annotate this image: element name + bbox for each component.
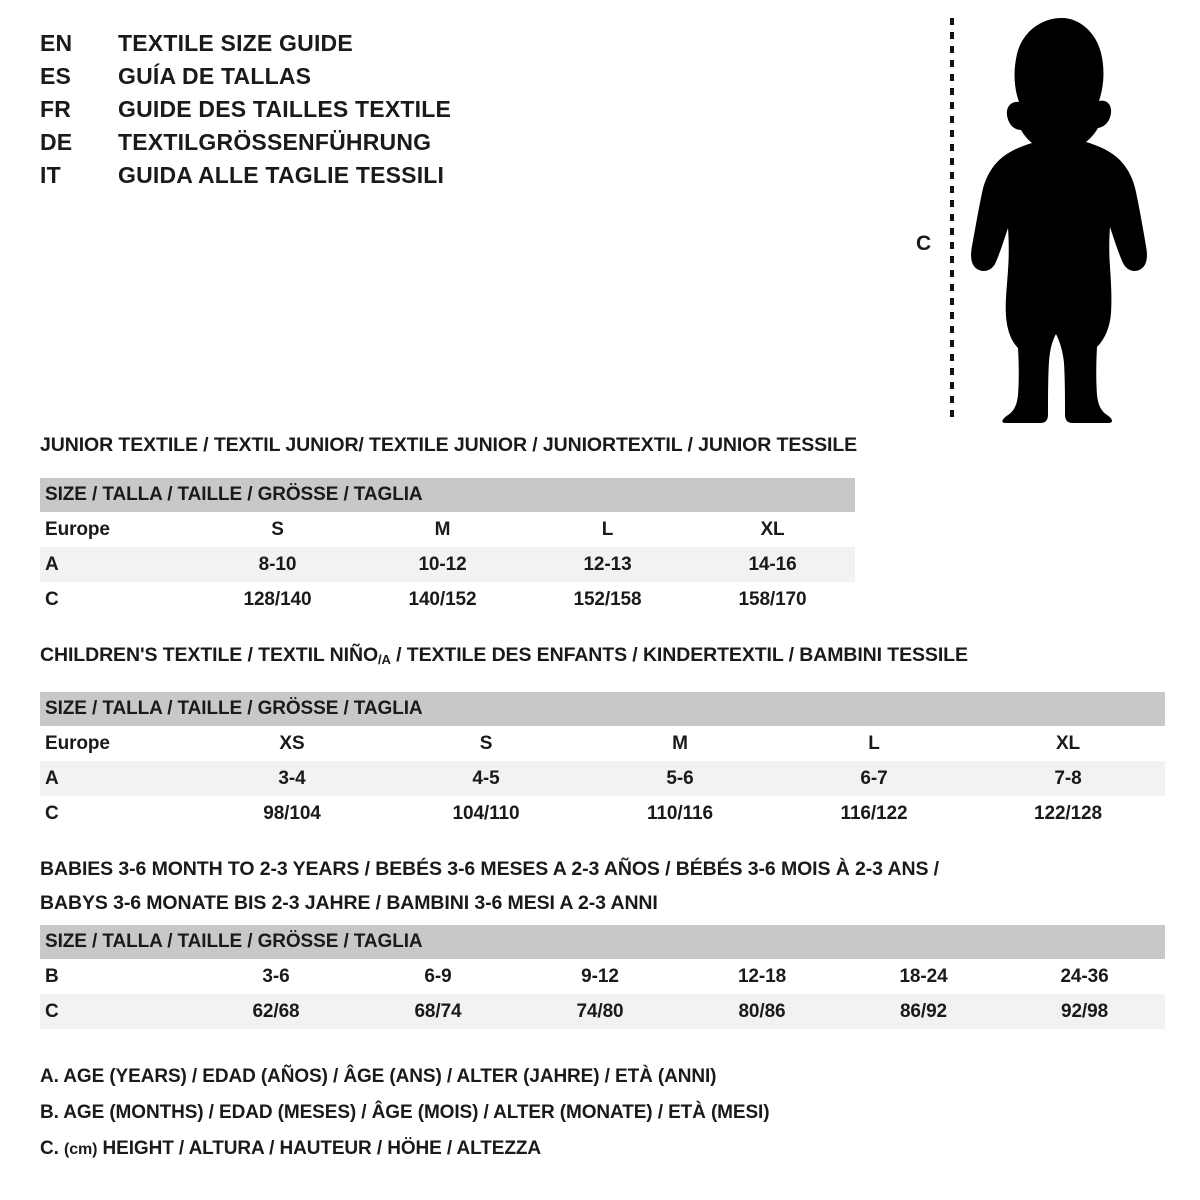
table-cell: 158/170 (690, 582, 856, 617)
table-cell: 18-24 (843, 959, 1004, 994)
babies-heading-line1: BABIES 3-6 MONTH TO 2-3 YEARS / BEBÉS 3-… (40, 858, 939, 880)
legend-line-a: A. AGE (YEARS) / EDAD (AÑOS) / ÂGE (ANS)… (40, 1066, 717, 1087)
row-label: B (40, 959, 195, 994)
legend-line-b: B. AGE (MONTHS) / EDAD (MESES) / ÂGE (MO… (40, 1102, 770, 1123)
language-title-es: GUÍA DE TALLAS (118, 63, 312, 89)
babies-size-table: SIZE / TALLA / TAILLE / GRÖSSE / TAGLIA … (40, 925, 1166, 1029)
table-cell: 86/92 (843, 994, 1004, 1029)
table-cell: 12-13 (525, 547, 690, 582)
children-heading-sub: /A (378, 652, 391, 667)
table-band-row: SIZE / TALLA / TAILLE / GRÖSSE / TAGLIA (40, 478, 856, 512)
row-label: Europe (40, 726, 195, 761)
table-row: Europe XS S M L XL (40, 726, 1166, 761)
table-cell: XS (195, 726, 389, 761)
table-cell: 80/86 (681, 994, 843, 1029)
language-title-de: TEXTILGRÖSSENFÜHRUNG (118, 129, 432, 155)
table-cell: 7-8 (971, 761, 1166, 796)
child-silhouette-icon (971, 18, 1147, 423)
table-row: B 3-6 6-9 9-12 12-18 18-24 24-36 (40, 959, 1166, 994)
babies-heading-line2: BABYS 3-6 MONATE BIS 2-3 JAHRE / BAMBINI… (40, 892, 658, 914)
table-row: C 98/104 104/110 110/116 116/122 122/128 (40, 796, 1166, 831)
table-cell: S (195, 512, 360, 547)
row-label: A (40, 761, 195, 796)
children-heading-pre: CHILDREN'S TEXTILE / TEXTIL NIÑO (40, 644, 379, 666)
table-cell: 98/104 (195, 796, 389, 831)
table-row: A 3-4 4-5 5-6 6-7 7-8 (40, 761, 1166, 796)
table-cell: 116/122 (777, 796, 971, 831)
row-label: C (40, 994, 195, 1029)
language-code-de: DE (40, 129, 73, 155)
row-label: Europe (40, 512, 195, 547)
table-cell: L (777, 726, 971, 761)
height-illustration: C (900, 14, 1170, 424)
language-code-it: IT (40, 162, 61, 188)
table-band-row: SIZE / TALLA / TAILLE / GRÖSSE / TAGLIA (40, 925, 1166, 959)
language-header: EN TEXTILE SIZE GUIDE ES GUÍA DE TALLAS … (40, 30, 540, 195)
legend-line-c: C. (cm) HEIGHT / ALTURA / HAUTEUR / HÖHE… (40, 1138, 940, 1174)
table-cell: 4-5 (389, 761, 583, 796)
table-cell: 9-12 (519, 959, 681, 994)
language-row-it: IT GUIDA ALLE TAGLIE TESSILI (40, 162, 540, 195)
table-cell: 68/74 (357, 994, 519, 1029)
table-cell: XL (971, 726, 1166, 761)
language-title-it: GUIDA ALLE TAGLIE TESSILI (118, 162, 445, 188)
language-title-fr: GUIDE DES TAILLES TEXTILE (118, 96, 451, 122)
row-label: C (40, 582, 195, 617)
table-cell: 140/152 (360, 582, 525, 617)
table-cell: M (583, 726, 777, 761)
legend-c-unit: (cm) (63, 1141, 98, 1158)
table-cell: 62/68 (195, 994, 357, 1029)
legend-c-text: HEIGHT / ALTURA / HAUTEUR / HÖHE / ALTEZ… (97, 1138, 542, 1159)
table-row: A 8-10 10-12 12-13 14-16 (40, 547, 856, 582)
table-cell: 122/128 (971, 796, 1166, 831)
language-row-en: EN TEXTILE SIZE GUIDE (40, 30, 540, 63)
table-cell: 3-4 (195, 761, 389, 796)
table-cell: 3-6 (195, 959, 357, 994)
table-cell: 10-12 (360, 547, 525, 582)
table-row: C 62/68 68/74 74/80 80/86 86/92 92/98 (40, 994, 1166, 1029)
junior-size-table: SIZE / TALLA / TAILLE / GRÖSSE / TAGLIA … (40, 478, 856, 617)
table-cell: 152/158 (525, 582, 690, 617)
language-title-en: TEXTILE SIZE GUIDE (118, 30, 353, 56)
table-cell: S (389, 726, 583, 761)
table-cell: 6-9 (357, 959, 519, 994)
children-size-table: SIZE / TALLA / TAILLE / GRÖSSE / TAGLIA … (40, 692, 1166, 831)
table-cell: M (360, 512, 525, 547)
table-cell: 5-6 (583, 761, 777, 796)
table-cell: 92/98 (1004, 994, 1166, 1029)
legend-block: A. AGE (YEARS) / EDAD (AÑOS) / ÂGE (ANS)… (40, 1066, 940, 1174)
junior-band-label: SIZE / TALLA / TAILLE / GRÖSSE / TAGLIA (40, 478, 856, 512)
table-row: C 128/140 140/152 152/158 158/170 (40, 582, 856, 617)
language-row-es: ES GUÍA DE TALLAS (40, 63, 540, 96)
language-code-fr: FR (40, 96, 72, 122)
table-band-row: SIZE / TALLA / TAILLE / GRÖSSE / TAGLIA (40, 692, 1166, 726)
table-cell: 14-16 (690, 547, 856, 582)
section-heading-babies: BABIES 3-6 MONTH TO 2-3 YEARS / BEBÉS 3-… (40, 858, 939, 915)
language-code-en: EN (40, 30, 73, 56)
row-label: A (40, 547, 195, 582)
row-label: C (40, 796, 195, 831)
legend-c-prefix: C. (40, 1138, 64, 1159)
language-row-fr: FR GUIDE DES TAILLES TEXTILE (40, 96, 540, 129)
table-cell: 110/116 (583, 796, 777, 831)
children-heading-post: / TEXTILE DES ENFANTS / KINDERTEXTIL / B… (390, 644, 968, 666)
table-cell: 74/80 (519, 994, 681, 1029)
babies-band-label: SIZE / TALLA / TAILLE / GRÖSSE / TAGLIA (40, 925, 1166, 959)
height-marker-label: C (916, 232, 932, 255)
section-heading-children: CHILDREN'S TEXTILE / TEXTIL NIÑO/A / TEX… (40, 644, 968, 667)
table-cell: XL (690, 512, 856, 547)
height-dotted-line (950, 18, 954, 422)
table-cell: 12-18 (681, 959, 843, 994)
table-cell: L (525, 512, 690, 547)
language-row-de: DE TEXTILGRÖSSENFÜHRUNG (40, 129, 540, 162)
table-cell: 6-7 (777, 761, 971, 796)
table-cell: 8-10 (195, 547, 360, 582)
table-cell: 128/140 (195, 582, 360, 617)
table-cell: 24-36 (1004, 959, 1166, 994)
table-row: Europe S M L XL (40, 512, 856, 547)
section-heading-junior: JUNIOR TEXTILE / TEXTIL JUNIOR/ TEXTILE … (40, 434, 858, 456)
table-cell: 104/110 (389, 796, 583, 831)
children-band-label: SIZE / TALLA / TAILLE / GRÖSSE / TAGLIA (40, 692, 1166, 726)
language-code-es: ES (40, 63, 72, 89)
